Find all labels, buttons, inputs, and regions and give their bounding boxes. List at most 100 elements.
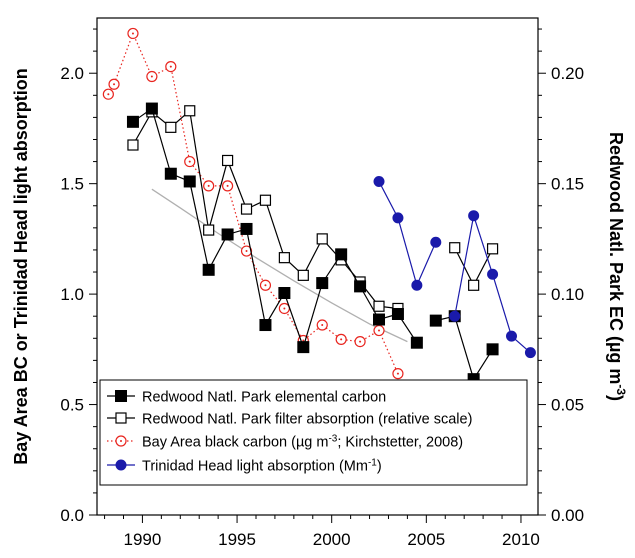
y-right-tick-label: 0.20 [551, 64, 584, 83]
data-point [373, 313, 386, 326]
data-point [102, 88, 114, 100]
data-point [184, 105, 196, 117]
series-line [107, 31, 399, 374]
y-right-axis: 0.00 0.05 0.10 0.15 0.20 [538, 28, 584, 525]
data-point [203, 224, 215, 236]
data-point [524, 347, 536, 359]
y-right-tick-label: 0.00 [551, 506, 584, 525]
data-point [410, 336, 423, 349]
series-4 [151, 188, 408, 343]
data-point [486, 243, 499, 255]
data-point [126, 115, 139, 128]
legend-label: Bay Area black carbon (µg m-3; Kirchstet… [142, 433, 463, 451]
data-point [468, 210, 480, 222]
x-axis: 1990 1995 2000 2005 2010 [104, 515, 540, 549]
data-point [259, 319, 272, 332]
y-axis-right-label-main: Redwood Natl. Park EC (µg m [606, 132, 626, 384]
data-point [391, 307, 404, 320]
data-point [259, 279, 272, 291]
data-point [164, 167, 177, 180]
data-point [202, 263, 215, 276]
data-point [240, 245, 253, 257]
data-point [259, 194, 272, 206]
y-left-tick-label: 0.5 [60, 396, 84, 415]
series-2 [102, 27, 404, 380]
y-right-tick-label: 0.10 [551, 285, 584, 304]
series-line [378, 181, 437, 288]
data-point [316, 319, 328, 331]
data-point [354, 280, 367, 293]
data-point [449, 310, 461, 322]
legend-box [99, 379, 528, 486]
data-point [316, 233, 328, 245]
x-tick-label: 1990 [124, 530, 162, 549]
data-point [335, 333, 347, 345]
legend: Redwood Natl. Park elemental carbon Redwo… [99, 379, 528, 486]
data-point [392, 368, 404, 380]
data-point [335, 248, 348, 261]
y-axis-right-label-sup: -3 [614, 384, 628, 395]
data-point [203, 180, 215, 192]
legend-label: Redwood Natl. Park filter absorption (re… [142, 412, 472, 428]
data-point [297, 341, 310, 354]
data-point [165, 121, 177, 133]
plot-area [102, 27, 536, 386]
data-point [165, 60, 177, 73]
data-point [127, 139, 139, 151]
legend-label: Redwood Natl. Park elemental carbon [142, 390, 386, 406]
y-left-tick-label: 1.5 [60, 175, 84, 194]
x-tick-label: 2005 [407, 530, 445, 549]
series-line [454, 215, 531, 354]
y-left-tick-label: 0.0 [60, 506, 84, 525]
data-point [221, 180, 234, 192]
data-point [487, 268, 499, 280]
series-0 [126, 102, 499, 386]
x-tick-label: 2010 [502, 530, 540, 549]
legend-entry: Redwood Natl. Park filter absorption (re… [107, 412, 472, 428]
data-point [145, 102, 158, 115]
data-point [278, 302, 290, 315]
legend-marker [115, 390, 127, 402]
series-3 [373, 175, 536, 359]
legend-marker [115, 459, 127, 471]
data-point [392, 212, 404, 224]
data-point [354, 336, 366, 348]
data-point [184, 155, 196, 168]
y-axis-left-label: Bay Area BC or Trinidad Head light absor… [11, 68, 31, 464]
data-point [240, 222, 253, 235]
plot-frame [96, 17, 539, 516]
data-point [278, 252, 290, 264]
data-point [297, 269, 309, 281]
y-right-tick-label: 0.15 [551, 175, 584, 194]
data-point [240, 203, 253, 215]
y-left-axis: 0.0 0.5 1.0 1.5 2.0 [60, 28, 97, 525]
data-point [411, 279, 423, 291]
data-point [127, 27, 139, 40]
data-point [146, 70, 158, 83]
data-point [278, 287, 291, 300]
y-left-tick-label: 2.0 [60, 64, 84, 83]
x-tick-label: 2000 [313, 530, 351, 549]
series-line [435, 315, 494, 381]
legend-marker [115, 412, 127, 424]
data-point [373, 300, 385, 312]
y-axis-right-label: Redwood Natl. Park EC (µg m-3) [606, 132, 628, 401]
data-point [373, 175, 385, 187]
data-point [373, 324, 385, 337]
legend-entry: Redwood Natl. Park elemental carbon [107, 390, 386, 406]
data-point [468, 279, 480, 291]
legend-label: Trinidad Head light absorption (Mm-1) [142, 457, 382, 475]
y-right-tick-label: 0.05 [551, 396, 584, 415]
legend-entry: Bay Area black carbon (µg m-3; Kirchstet… [107, 433, 463, 451]
y-left-tick-label: 1.0 [60, 285, 84, 304]
y-axis-right-label-end: ) [606, 395, 626, 401]
data-point [316, 277, 329, 290]
data-point [430, 236, 442, 248]
series-line [454, 247, 494, 287]
data-point [221, 228, 234, 241]
legend-marker [115, 435, 127, 447]
x-tick-label: 1995 [218, 530, 256, 549]
series-line [132, 107, 418, 350]
series-line [151, 188, 408, 343]
